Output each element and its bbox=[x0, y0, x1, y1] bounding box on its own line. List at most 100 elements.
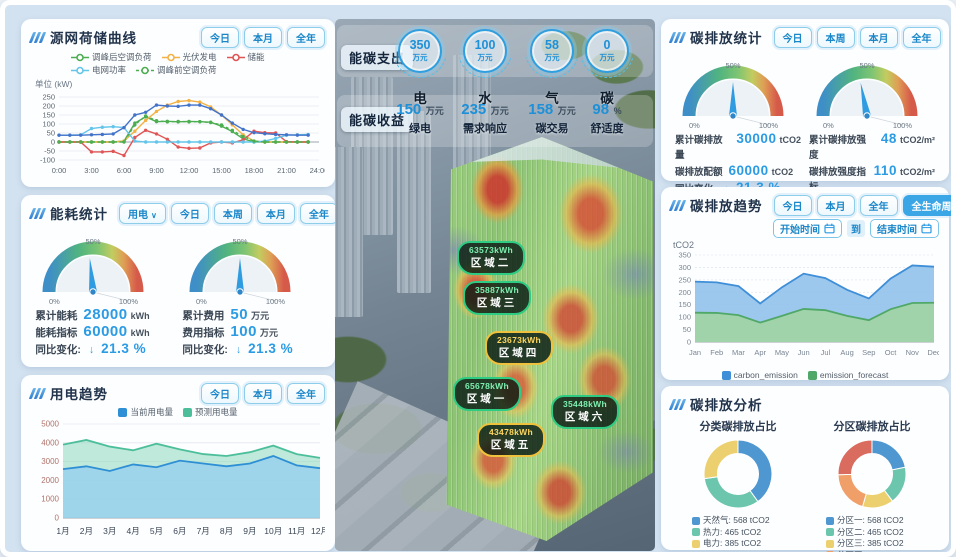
filter-button[interactable]: 本月 bbox=[859, 26, 898, 48]
legend-item[interactable]: 调峰后空调负荷 bbox=[71, 51, 152, 63]
legend-marker-icon bbox=[118, 407, 128, 417]
energy-type-dropdown[interactable]: 用电 ∨ bbox=[119, 202, 166, 224]
arrow-down-icon: ↓ bbox=[88, 344, 95, 356]
svg-text:11月: 11月 bbox=[288, 526, 305, 536]
income-kpi: 150 万元 绿电 bbox=[396, 101, 444, 135]
calendar-icon bbox=[921, 223, 932, 234]
filter-button[interactable]: 本月 bbox=[816, 194, 855, 216]
panel-title: 源网荷储曲线 bbox=[50, 31, 137, 46]
svg-text:150: 150 bbox=[678, 300, 691, 309]
filter-button[interactable]: 今日 bbox=[201, 26, 239, 48]
filter-button[interactable]: 本月 bbox=[244, 382, 282, 404]
svg-text:Dec: Dec bbox=[927, 348, 939, 357]
filter-button[interactable]: 本周 bbox=[816, 26, 855, 48]
filter-button[interactable]: 全年 bbox=[287, 382, 325, 404]
svg-text:200: 200 bbox=[678, 288, 691, 297]
chart-legend: 调峰后空调负荷 光伏发电 储能 电网功率 调峰前空调负荷 bbox=[31, 48, 325, 76]
filter-button[interactable]: 本月 bbox=[244, 26, 282, 48]
filter-button[interactable]: 全年 bbox=[299, 202, 338, 224]
panel-title: 碳排放分析 bbox=[690, 398, 763, 413]
filter-button[interactable]: 本周 bbox=[213, 202, 252, 224]
svg-text:50: 50 bbox=[47, 129, 55, 138]
svg-text:12月: 12月 bbox=[311, 526, 325, 536]
panel-title: 能耗统计 bbox=[50, 207, 108, 222]
zone-marker[interactable]: 23673kWh 区域四 bbox=[485, 331, 553, 365]
panel-bars-icon bbox=[668, 199, 687, 211]
expense-circle: 100 万元 bbox=[463, 29, 507, 73]
end-date-field[interactable]: 结束时间 bbox=[870, 219, 939, 238]
svg-text:1月: 1月 bbox=[56, 526, 69, 536]
legend-item[interactable]: 储能 bbox=[226, 51, 265, 63]
filter-button[interactable]: 今日 bbox=[201, 382, 239, 404]
svg-text:0%: 0% bbox=[823, 121, 834, 130]
donut-legend-item: 电力: 385 tCO2 bbox=[692, 538, 784, 550]
panel-source-grid-curve: 源网荷储曲线 今日 本月 全年 调峰后空调负荷 光伏发电 储能 电网功率 调峰前空调… bbox=[21, 19, 335, 187]
legend-item[interactable]: 电网功率 bbox=[71, 64, 126, 76]
date-range-to-label: 到 bbox=[847, 220, 865, 237]
filter-button[interactable]: 今日 bbox=[773, 26, 812, 48]
expense-kpi: 100 万元 水 bbox=[453, 29, 517, 107]
svg-text:18:00: 18:00 bbox=[245, 166, 264, 175]
legend-item[interactable]: 光伏发电 bbox=[161, 51, 217, 63]
filter-button[interactable]: 本月 bbox=[256, 202, 295, 224]
expense-kpi: 58 万元 气 bbox=[520, 29, 584, 107]
calendar-icon bbox=[824, 223, 835, 234]
category-donut-block: 分类碳排放占比 天然气: 568 tCO2 热力: 465 tCO2 电力: 385… bbox=[671, 416, 805, 552]
income-kpi: 158 万元 碳交易 bbox=[528, 101, 576, 135]
filter-button[interactable]: 今日 bbox=[170, 202, 209, 224]
legend-item[interactable]: 预测用电量 bbox=[183, 406, 238, 418]
income-kpi: 235 万元 需求响应 bbox=[461, 101, 509, 135]
donut-title: 分类碳排放占比 bbox=[699, 421, 777, 433]
svg-text:2000: 2000 bbox=[41, 476, 59, 485]
expense-kpi: 0 万元 碳 bbox=[575, 29, 639, 107]
legend-marker-icon bbox=[826, 551, 834, 552]
filter-button[interactable]: 全年 bbox=[287, 26, 325, 48]
svg-text:4000: 4000 bbox=[41, 438, 59, 447]
filter-button[interactable]: 全年 bbox=[902, 26, 941, 48]
svg-text:Aug: Aug bbox=[840, 348, 853, 357]
donut-legend: 天然气: 568 tCO2 热力: 465 tCO2 电力: 385 tCO2 bbox=[671, 515, 805, 550]
svg-text:5月: 5月 bbox=[150, 526, 163, 536]
time-filter-buttons: 今日 本月 全年 bbox=[196, 26, 325, 48]
building-photo: 能碳支出 能碳收益 350 万元 电 100 万元 水 58 万元 气 0 万元 碳 150 万… bbox=[335, 19, 655, 551]
svg-text:0: 0 bbox=[51, 138, 55, 147]
gauge-stat-row: 累计能耗 28000 kWh bbox=[35, 306, 150, 323]
zone-marker[interactable]: 43478kWh 区域五 bbox=[477, 423, 545, 457]
expense-kpi: 350 万元 电 bbox=[388, 29, 452, 107]
svg-text:Apr: Apr bbox=[754, 348, 766, 357]
start-date-field[interactable]: 开始时间 bbox=[773, 219, 842, 238]
legend-marker-icon bbox=[71, 53, 89, 61]
panel-bars-icon bbox=[28, 387, 47, 399]
gauge-chart: 0% 50% 100% bbox=[42, 237, 144, 306]
legend-item[interactable]: 调峰前空调负荷 bbox=[136, 64, 217, 76]
panel-carbon-trend: 碳排放趋势 今日本月全年全生命周期 开始时间 到 结束时间 tCO2 0 50 10… bbox=[661, 187, 951, 380]
zone-marker[interactable]: 35448kWh 区域六 bbox=[551, 395, 619, 429]
gauge-stat-row: 累计碳排放强度 48 tCO2/m² bbox=[809, 131, 935, 161]
svg-text:50%: 50% bbox=[86, 237, 101, 246]
legend-item[interactable]: emission_forecast bbox=[807, 370, 888, 380]
zone-marker[interactable]: 63573kWh 区域二 bbox=[457, 241, 525, 275]
unit-label: 单位 (kW) bbox=[35, 79, 73, 89]
filter-button[interactable]: 全生命周期 bbox=[902, 194, 951, 216]
panel-title: 用电趋势 bbox=[50, 387, 108, 402]
svg-text:0%: 0% bbox=[49, 297, 60, 306]
panel-carbon-analysis: 碳排放分析 分类碳排放占比 天然气: 568 tCO2 热力: 465 tCO2 电… bbox=[661, 386, 949, 552]
svg-text:12:00: 12:00 bbox=[180, 166, 199, 175]
legend-item[interactable]: carbon_emission bbox=[721, 370, 798, 380]
zone-marker[interactable]: 65678kWh 区域一 bbox=[453, 377, 521, 411]
svg-text:0: 0 bbox=[55, 514, 60, 523]
expense-circle: 58 万元 bbox=[530, 29, 574, 73]
panel-energy-stats: 能耗统计 用电 ∨ 今日 本周 本月 全年 0% 50% 100% 累计能耗 28000 kW… bbox=[21, 195, 338, 367]
svg-text:250: 250 bbox=[42, 93, 55, 102]
legend-item[interactable]: 当前用电量 bbox=[118, 406, 173, 418]
filter-button[interactable]: 今日 bbox=[773, 194, 812, 216]
zone-marker[interactable]: 35887kWh 区域三 bbox=[463, 281, 531, 315]
filter-button[interactable]: 全年 bbox=[859, 194, 898, 216]
svg-text:-50: -50 bbox=[44, 147, 55, 156]
svg-text:May: May bbox=[775, 348, 789, 357]
donut-legend-item: 分区四: 525 tCO2 bbox=[826, 550, 918, 552]
panel-bars-icon bbox=[668, 31, 687, 43]
chevron-down-icon: ∨ bbox=[151, 210, 157, 220]
expense-circle: 350 万元 bbox=[398, 29, 442, 73]
